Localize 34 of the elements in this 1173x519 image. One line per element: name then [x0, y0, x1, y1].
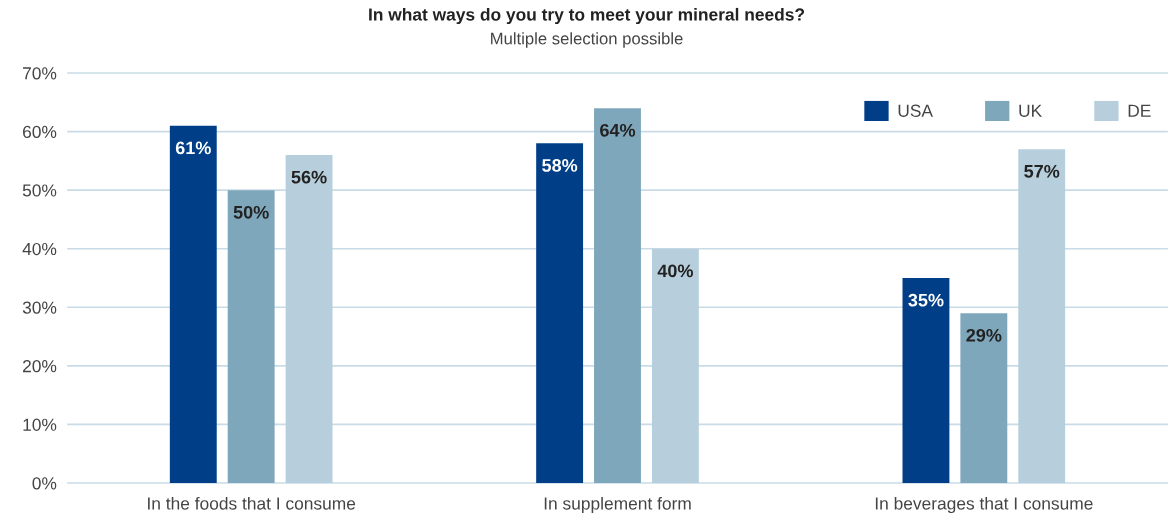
data-label: 61% — [175, 141, 211, 155]
x-tick-label: In beverages that I consume — [875, 496, 1093, 514]
y-tick-label: 10% — [23, 418, 57, 431]
y-tick-label: 0% — [32, 477, 57, 490]
data-label: 50% — [233, 205, 269, 219]
data-label: 56% — [291, 170, 327, 184]
legend-label: DE — [1128, 104, 1151, 117]
data-label: 35% — [908, 293, 944, 307]
bar — [902, 278, 950, 483]
y-tick-label: 30% — [22, 301, 57, 314]
y-tick-label: 20% — [23, 360, 57, 373]
x-tick-label: In the foods that I consume — [148, 496, 356, 510]
bar — [1018, 149, 1066, 483]
data-label: 40% — [657, 264, 693, 278]
y-tick-label: 40% — [22, 242, 57, 256]
data-label: 29% — [966, 328, 1002, 342]
data-label: 58% — [542, 159, 578, 172]
bar — [536, 143, 584, 483]
bar — [169, 125, 217, 483]
bar — [227, 190, 275, 483]
y-tick-label: 50% — [22, 184, 57, 197]
bar — [594, 108, 641, 483]
y-tick-label: 70% — [23, 67, 57, 80]
bar — [651, 248, 699, 483]
bar — [285, 155, 333, 483]
legend-label: USA — [898, 104, 933, 117]
y-tick-label: 60% — [23, 125, 57, 139]
data-label: 57% — [1024, 164, 1060, 178]
x-tick-label: In supplement form — [544, 496, 691, 514]
legend-label: UK — [1019, 104, 1042, 117]
data-label: 64% — [600, 123, 636, 137]
chart-subtitle: Multiple selection possible — [491, 32, 683, 48]
chart-title: In what ways do you try to meet your mineral needs? — [369, 7, 805, 25]
bar — [960, 313, 1008, 483]
